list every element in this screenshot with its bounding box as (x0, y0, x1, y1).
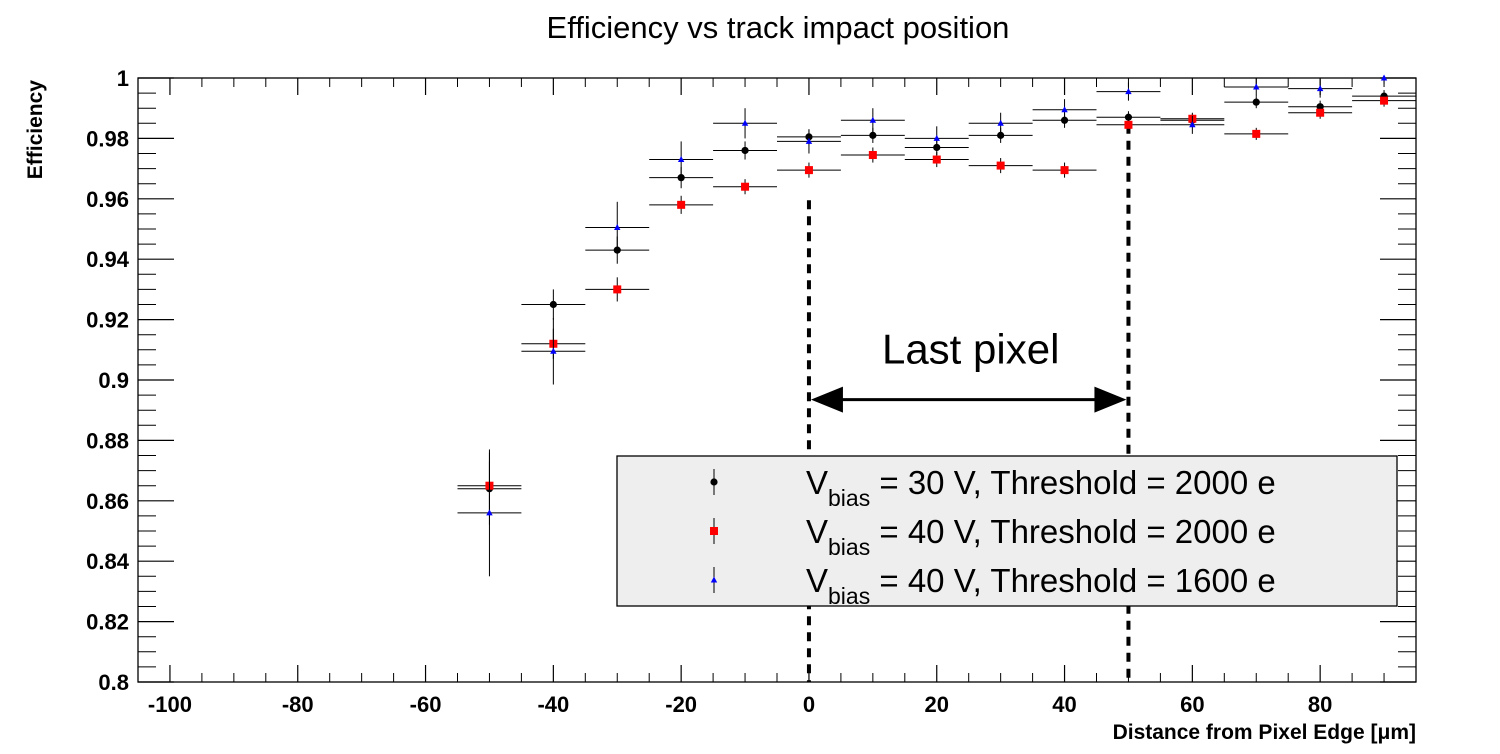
data-point (1252, 129, 1261, 138)
data-point (805, 137, 813, 144)
data-point (869, 131, 877, 139)
x-tick-label: -60 (410, 692, 442, 717)
x-tick-label: -40 (537, 692, 569, 717)
y-tick-label: 0.86 (86, 489, 129, 514)
data-point (1189, 121, 1196, 128)
y-tick-label: 0.94 (86, 247, 130, 272)
x-axis-title: Distance from Pixel Edge [μm] (1113, 721, 1416, 744)
data-point (1125, 88, 1132, 95)
data-point (741, 182, 750, 191)
data-point (613, 285, 622, 294)
data-point (1380, 96, 1389, 105)
y-tick-label: 1 (117, 66, 129, 91)
axes: -100 -80 -60 -40 -20 0 20 40 60 80 0.8 0.82 0.84 0.86… (86, 66, 1417, 717)
chart-title: Efficiency vs track impact position (547, 10, 1010, 45)
region-label: Last pixel (882, 325, 1059, 372)
data-point (997, 131, 1005, 139)
data-point (1124, 120, 1133, 129)
data-point (1060, 166, 1069, 175)
data-point (710, 576, 718, 583)
data-point (549, 300, 557, 309)
data-point (933, 134, 940, 141)
data-point (1316, 85, 1324, 92)
data-point (677, 156, 685, 163)
data-point (1316, 108, 1325, 117)
y-tick-label: 0.96 (86, 187, 129, 212)
x-tick-label: -100 (148, 692, 192, 717)
y-tick-label: 0.88 (86, 428, 129, 453)
data-point (932, 155, 941, 164)
y-axis-title: Efficiency (24, 80, 47, 180)
y-tick-label: 0.8 (98, 670, 129, 695)
region-arrow-head-right (1094, 386, 1127, 413)
y-tick-label: 0.82 (86, 610, 129, 635)
data-point (614, 223, 621, 230)
series-1 (457, 90, 1416, 525)
data-point (741, 119, 749, 126)
legend-box (616, 455, 1398, 607)
data-point (996, 161, 1005, 170)
x-tick-label: 20 (925, 692, 949, 717)
y-tick-label: 0.9 (98, 368, 129, 393)
data-point (677, 200, 686, 209)
data-point (868, 151, 877, 160)
data-point (550, 347, 557, 354)
data-point (710, 527, 718, 535)
x-tick-label: 40 (1052, 692, 1076, 717)
y-tick-label: 0.84 (86, 549, 130, 574)
data-point (997, 119, 1004, 126)
region-arrow-head-left (810, 386, 843, 413)
series-3 (457, 74, 1416, 577)
x-tick-label: -80 (282, 692, 314, 717)
data-layer (457, 74, 1416, 577)
legend-entry: Vbias = 30 V, Threshold = 2000 e (806, 464, 1276, 511)
x-tick-label: -20 (665, 692, 697, 717)
x-tick-label: 0 (803, 692, 815, 717)
data-point (804, 166, 813, 175)
data-point (486, 509, 493, 516)
data-point (710, 478, 718, 486)
y-tick-label: 0.98 (86, 126, 129, 151)
series-2 (457, 94, 1416, 510)
y-tick-label: 0.92 (86, 308, 129, 333)
legend-entry: Vbias = 40 V, Threshold = 2000 e (806, 513, 1276, 560)
data-point (1124, 113, 1133, 121)
data-point (1253, 83, 1260, 90)
legend-entry: Vbias = 40 V, Threshold = 1600 e (806, 562, 1276, 609)
data-point (869, 116, 877, 123)
x-tick-label: 80 (1308, 692, 1332, 717)
data-point (1061, 106, 1068, 113)
x-tick-label: 60 (1180, 692, 1204, 717)
data-point (1380, 74, 1388, 81)
data-point (741, 146, 749, 155)
data-point (1252, 98, 1260, 106)
